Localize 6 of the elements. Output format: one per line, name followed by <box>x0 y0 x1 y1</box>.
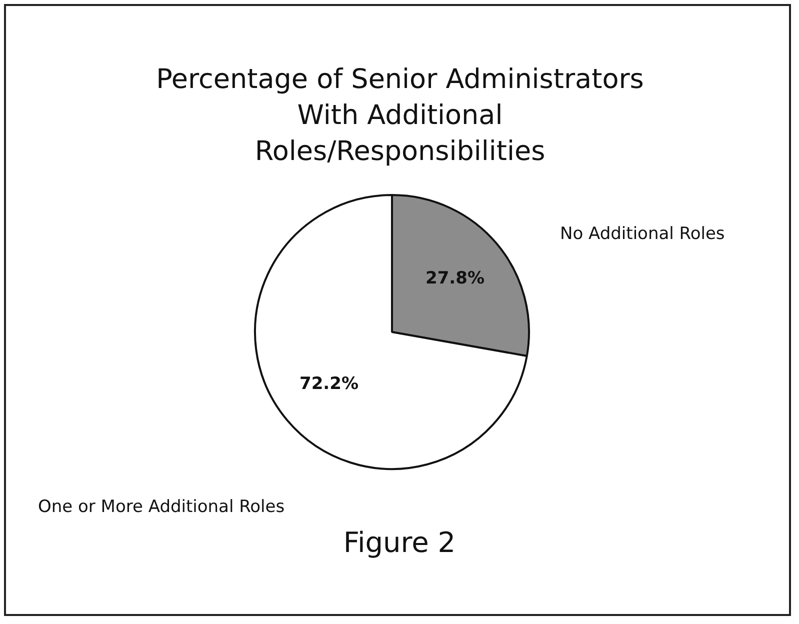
data-label: 27.8% <box>426 268 484 289</box>
data-label: 72.2% <box>300 374 358 394</box>
slice-label: No Additional Roles <box>560 224 725 244</box>
slice-label: One or More Additional Roles <box>38 497 285 517</box>
caption: Figure 2 <box>342 526 457 559</box>
chart-title: Percentage of Senior Administrators With Additional Roles/Responsibilities <box>155 63 645 169</box>
